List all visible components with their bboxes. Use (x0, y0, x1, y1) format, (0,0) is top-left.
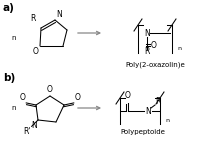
Text: N: N (31, 121, 37, 130)
Text: N: N (56, 10, 61, 19)
Text: R: R (154, 98, 160, 106)
Text: a): a) (3, 3, 15, 13)
Text: O: O (74, 93, 80, 102)
Text: R: R (144, 48, 149, 57)
Text: O: O (124, 91, 130, 100)
Text: O: O (150, 40, 156, 50)
Text: O: O (33, 47, 39, 56)
Text: R': R' (23, 127, 30, 136)
Text: n: n (176, 46, 180, 51)
Text: n: n (12, 35, 16, 41)
Text: b): b) (3, 73, 15, 83)
Text: n: n (12, 105, 16, 111)
Text: N: N (144, 106, 150, 116)
Text: O: O (19, 93, 25, 102)
Text: Poly(2-oxazolin)e: Poly(2-oxazolin)e (124, 61, 184, 68)
Text: R: R (30, 14, 36, 23)
Text: n: n (164, 117, 168, 123)
Text: O: O (47, 85, 53, 94)
Text: Polypeptoide: Polypeptoide (120, 129, 165, 135)
Text: N: N (143, 28, 149, 38)
